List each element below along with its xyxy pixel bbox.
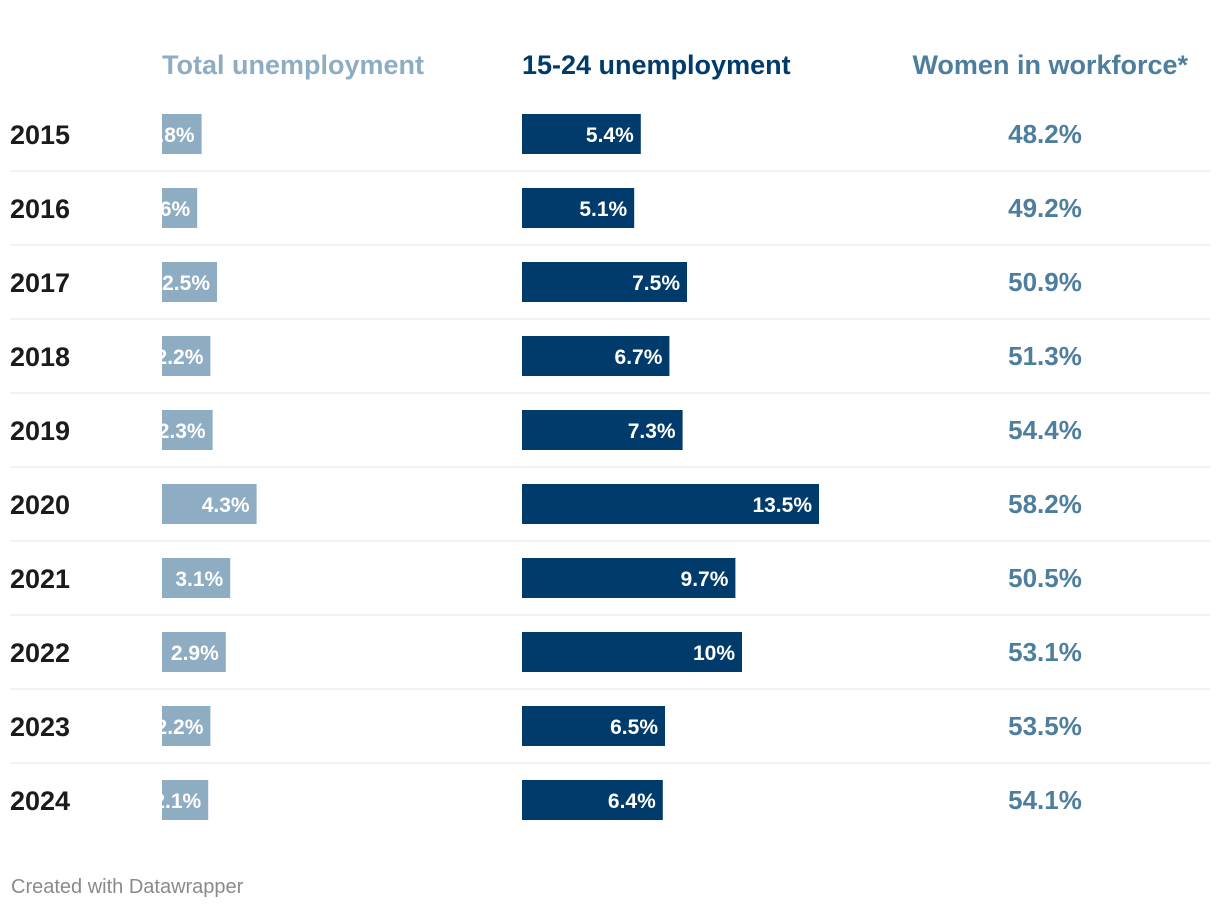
youth-unemployment-bar bbox=[522, 410, 683, 450]
total-unemployment-bar bbox=[162, 188, 198, 228]
women-in-workforce-value: 54.1% bbox=[1008, 785, 1082, 815]
youth-unemployment-value: 5.1% bbox=[579, 198, 627, 221]
total-unemployment-value: 3.1% bbox=[175, 568, 223, 591]
women-in-workforce-value: 53.1% bbox=[1008, 637, 1082, 667]
women-in-workforce-value: 51.3% bbox=[1008, 341, 1082, 371]
youth-unemployment-bar bbox=[522, 706, 665, 746]
row-year-label: 2017 bbox=[10, 268, 70, 298]
total-unemployment-value: 4.3% bbox=[202, 494, 250, 517]
row-year-label: 2019 bbox=[10, 416, 70, 446]
youth-unemployment-value: 10% bbox=[693, 642, 735, 665]
women-in-workforce-value: 50.5% bbox=[1008, 563, 1082, 593]
women-in-workforce-value: 53.5% bbox=[1008, 711, 1082, 741]
total-unemployment-bar bbox=[162, 558, 231, 598]
credit-footer: Created with Datawrapper bbox=[11, 876, 244, 898]
youth-unemployment-bar bbox=[522, 336, 670, 376]
total-unemployment-bar bbox=[162, 114, 202, 154]
women-in-workforce-value: 50.9% bbox=[1008, 267, 1082, 297]
total-unemployment-bar bbox=[162, 632, 226, 672]
chart: Total unemployment 15-24 unemployment Wo… bbox=[10, 50, 1210, 820]
row-year-label: 2016 bbox=[10, 194, 70, 224]
total-unemployment-value: 1.6% bbox=[142, 198, 190, 221]
youth-unemployment-bar bbox=[522, 262, 687, 302]
total-unemployment-value: 1.8% bbox=[147, 124, 195, 147]
row-year-label: 2018 bbox=[10, 342, 70, 372]
youth-unemployment-bar bbox=[522, 780, 663, 820]
youth-unemployment-value: 6.4% bbox=[608, 790, 656, 813]
row-year-label: 2015 bbox=[10, 120, 70, 150]
youth-unemployment-value: 5.4% bbox=[586, 124, 634, 147]
header-youth-unemployment: 15-24 unemployment bbox=[522, 50, 791, 80]
row-year-label: 2022 bbox=[10, 638, 70, 668]
header-total-unemployment: Total unemployment bbox=[162, 50, 424, 80]
header-women-in-workforce: Women in workforce* bbox=[912, 50, 1188, 80]
youth-unemployment-value: 7.3% bbox=[628, 420, 676, 443]
youth-unemployment-bar bbox=[522, 188, 635, 228]
youth-unemployment-bar bbox=[522, 484, 819, 524]
total-unemployment-value: 2.1% bbox=[153, 790, 201, 813]
total-unemployment-bar bbox=[162, 336, 211, 376]
youth-unemployment-value: 6.5% bbox=[610, 716, 658, 739]
women-in-workforce-value: 48.2% bbox=[1008, 119, 1082, 149]
total-unemployment-value: 2.2% bbox=[156, 716, 204, 739]
total-unemployment-bar bbox=[162, 706, 211, 746]
women-in-workforce-value: 54.4% bbox=[1008, 415, 1082, 445]
total-unemployment-bar bbox=[162, 484, 257, 524]
table-rows: 2015 1.8% 5.4% 48.2% 2016 1.6% 5.1% 49.2% 2017 2.… bbox=[10, 114, 1210, 820]
total-unemployment-value: 2.5% bbox=[162, 272, 210, 295]
youth-unemployment-value: 13.5% bbox=[752, 494, 812, 517]
youth-unemployment-bar bbox=[522, 114, 641, 154]
total-unemployment-bar bbox=[162, 780, 209, 820]
total-unemployment-value: 2.2% bbox=[156, 346, 204, 369]
row-year-label: 2024 bbox=[10, 786, 70, 816]
total-unemployment-bar bbox=[162, 410, 213, 450]
total-unemployment-bar bbox=[162, 262, 217, 302]
youth-unemployment-bar bbox=[522, 632, 742, 672]
total-unemployment-value: 2.3% bbox=[158, 420, 206, 443]
women-in-workforce-value: 49.2% bbox=[1008, 193, 1082, 223]
total-unemployment-value: 2.9% bbox=[171, 642, 219, 665]
row-year-label: 2023 bbox=[10, 712, 70, 742]
youth-unemployment-value: 7.5% bbox=[632, 272, 680, 295]
youth-unemployment-value: 9.7% bbox=[681, 568, 729, 591]
row-year-label: 2020 bbox=[10, 490, 70, 520]
row-year-label: 2021 bbox=[10, 564, 70, 594]
women-in-workforce-value: 58.2% bbox=[1008, 489, 1082, 519]
youth-unemployment-value: 6.7% bbox=[615, 346, 663, 369]
youth-unemployment-bar bbox=[522, 558, 736, 598]
